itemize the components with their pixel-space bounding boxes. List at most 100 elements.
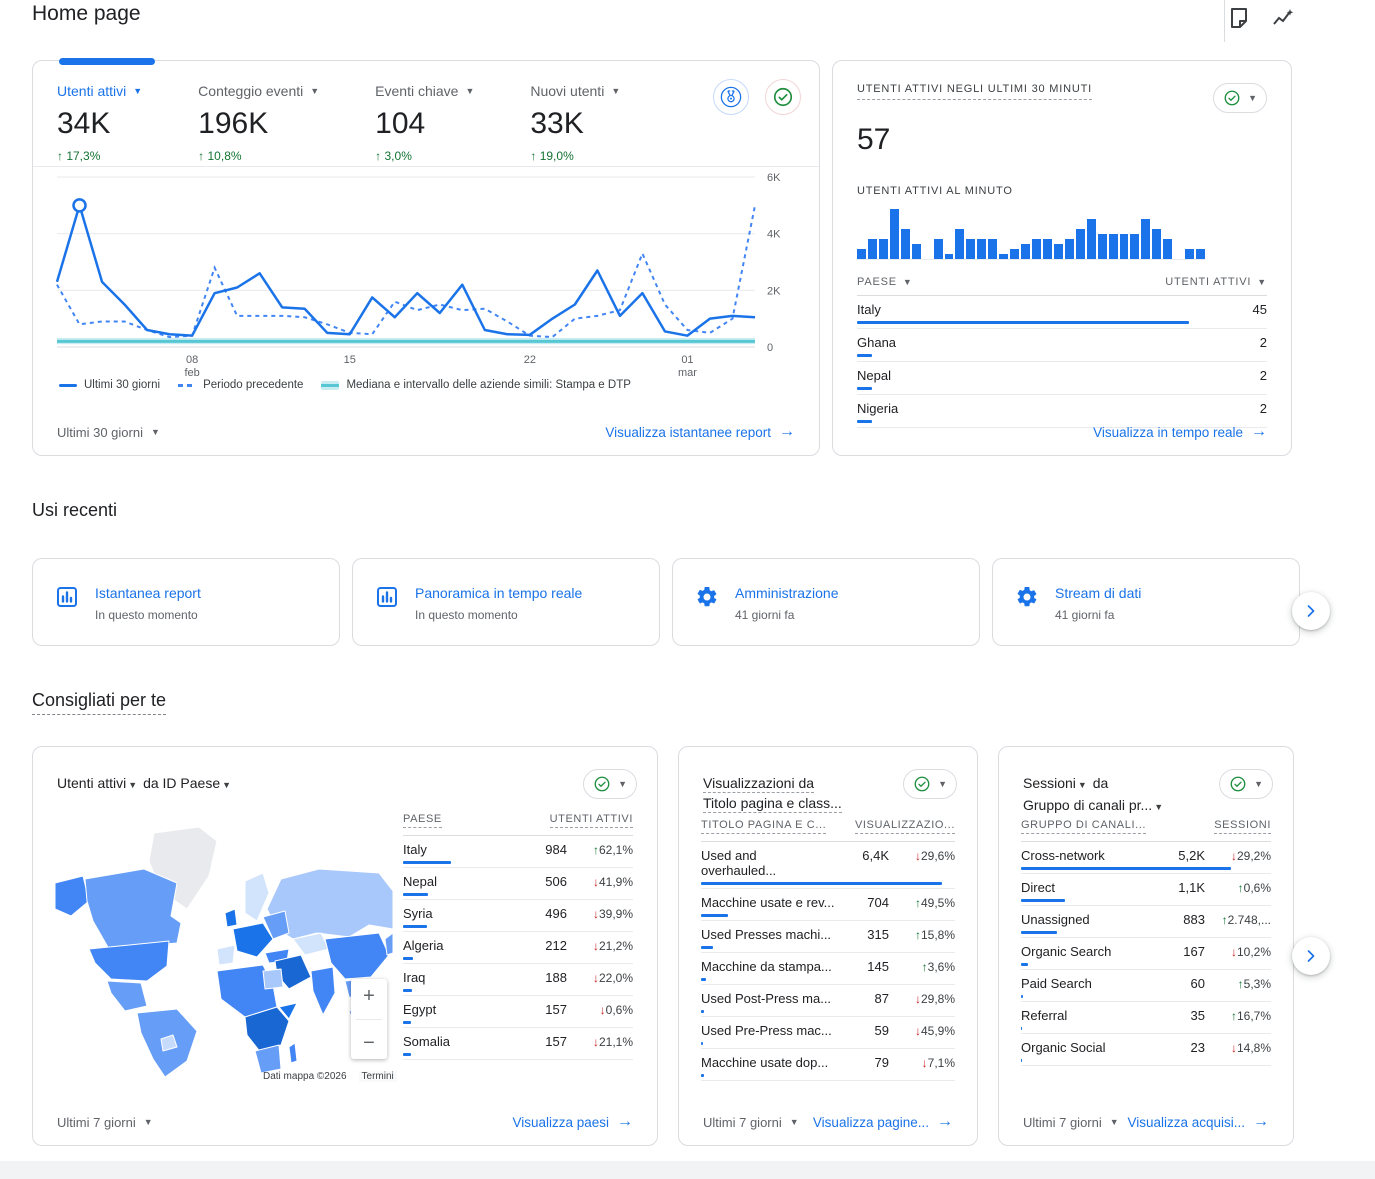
minute-bar xyxy=(1119,234,1129,259)
recent-card[interactable]: Panoramica in tempo reale In questo momen… xyxy=(352,558,660,646)
card-title[interactable]: Sessioni ▼ da Gruppo di canali pr... ▼ xyxy=(1023,775,1164,813)
selected-metric-indicator xyxy=(59,58,155,65)
minute-bar xyxy=(1163,239,1173,259)
minute-bar xyxy=(1021,244,1030,259)
svg-text:4K: 4K xyxy=(767,229,781,241)
metric-tab[interactable]: Eventi chiave ▼ 104 ↑ 3,0% xyxy=(375,83,475,163)
overview-card-actions xyxy=(713,79,801,115)
column-header-channel-group[interactable]: GRUPPO DI CANALI... xyxy=(1021,819,1147,834)
benchmarking-icon[interactable] xyxy=(713,79,749,115)
table-row[interactable]: Cross-network 5,2K ↓29,2% xyxy=(1021,842,1271,874)
table-row[interactable]: Nigeria 2 xyxy=(857,395,1267,428)
data-quality-pill[interactable]: ▼ xyxy=(583,769,637,799)
metric-tab[interactable]: Utenti attivi ▼ 34K ↑ 17,3% xyxy=(57,83,143,163)
table-row[interactable]: Italy 984 ↑62,1% xyxy=(403,836,633,868)
recent-scroll-next-button[interactable] xyxy=(1292,592,1330,630)
minute-bar xyxy=(966,239,976,259)
metric-tab[interactable]: Conteggio eventi ▼ 196K ↑ 10,8% xyxy=(198,83,320,163)
zoom-out-button[interactable]: − xyxy=(363,1031,375,1054)
header-divider xyxy=(1224,0,1225,42)
per-minute-bar-chart xyxy=(857,209,1205,260)
minute-bar xyxy=(1042,239,1052,259)
table-row[interactable]: Italy 45 xyxy=(857,296,1267,329)
chart-legend: Ultimi 30 giorni Periodo precedente Median… xyxy=(59,379,631,391)
data-quality-pill[interactable]: ▼ xyxy=(1213,83,1267,113)
table-row[interactable]: Direct 1,1K ↑0,6% xyxy=(1021,874,1271,906)
table-row[interactable]: Unassigned 883 ↑2.748,... xyxy=(1021,906,1271,938)
column-header-page-title[interactable]: TITOLO PAGINA E C... xyxy=(701,819,827,834)
recent-card[interactable]: Stream di dati 41 giorni fa xyxy=(992,558,1300,646)
card-title[interactable]: Visualizzazioni da Titolo pagina e class… xyxy=(703,775,842,813)
page-title: Home page xyxy=(32,2,141,25)
chevron-down-icon: ▼ xyxy=(222,780,232,790)
table-row[interactable]: Organic Social 23 ↓14,8% xyxy=(1021,1034,1271,1066)
chevron-down-icon: ▼ xyxy=(1254,779,1263,789)
table-row[interactable]: Macchine usate dop... 79 ↓7,1% xyxy=(701,1049,955,1081)
view-realtime-link[interactable]: Visualizza in tempo reale → xyxy=(1093,423,1267,440)
arrow-right-icon: → xyxy=(937,1113,953,1130)
map-terms-link[interactable]: Termini xyxy=(358,1071,397,1082)
chevron-down-icon: ▼ xyxy=(1154,802,1164,812)
data-quality-pill[interactable]: ▼ xyxy=(1219,769,1273,799)
svg-text:6K: 6K xyxy=(767,172,781,184)
table-row[interactable]: Organic Search 167 ↓10,2% xyxy=(1021,938,1271,970)
chevron-down-icon: ▼ xyxy=(150,427,160,437)
table-row[interactable]: Iraq 188 ↓22,0% xyxy=(403,964,633,996)
view-pages-link[interactable]: Visualizza pagine... → xyxy=(812,1113,953,1130)
table-row[interactable]: Macchine da stampa... 145 ↑3,6% xyxy=(701,953,955,985)
date-range-select[interactable]: Ultimi 7 giorni ▼ xyxy=(1023,1114,1119,1130)
card-title[interactable]: Utenti attivi ▼ da ID Paese ▼ xyxy=(57,775,232,791)
world-map[interactable] xyxy=(49,821,394,1079)
table-row[interactable]: Syria 496 ↓39,9% xyxy=(403,900,633,932)
recent-card[interactable]: Amministrazione 41 giorni fa xyxy=(672,558,980,646)
zoom-in-button[interactable]: + xyxy=(363,984,375,1007)
column-header-country[interactable]: PAESE ▼ xyxy=(857,276,913,288)
check-circle-icon xyxy=(1224,90,1240,106)
table-row[interactable]: Used Post-Press ma... 87 ↓29,8% xyxy=(701,985,955,1017)
view-snapshot-link[interactable]: Visualizza istantanee report → xyxy=(605,423,795,440)
date-range-select[interactable]: Ultimi 7 giorni ▼ xyxy=(703,1114,799,1130)
view-countries-link[interactable]: Visualizza paesi → xyxy=(512,1113,633,1130)
note-icon[interactable] xyxy=(1227,6,1251,30)
minute-bar xyxy=(857,249,866,259)
table-row[interactable]: Ghana 2 xyxy=(857,329,1267,362)
bar-chart-icon xyxy=(375,585,399,609)
recent-card[interactable]: Istantanea report In questo momento xyxy=(32,558,340,646)
channels-table: GRUPPO DI CANALI... SESSIONI Cross-netwo… xyxy=(1021,819,1271,1066)
table-row[interactable]: Nepal 2 xyxy=(857,362,1267,395)
table-row[interactable]: Referral 35 ↑16,7% xyxy=(1021,1002,1271,1034)
table-row[interactable]: Macchine usate e rev... 704 ↑49,5% xyxy=(701,889,955,921)
table-row[interactable]: Algeria 212 ↓21,2% xyxy=(403,932,633,964)
column-header-country[interactable]: PAESE xyxy=(403,813,442,828)
table-row[interactable]: Paid Search 60 ↑5,3% xyxy=(1021,970,1271,1002)
insights-icon[interactable] xyxy=(1271,6,1295,30)
table-row[interactable]: Used Pre-Press mac... 59 ↓45,9% xyxy=(701,1017,955,1049)
date-range-select[interactable]: Ultimi 30 giorni ▼ xyxy=(57,424,160,440)
minute-bar xyxy=(1086,219,1096,259)
suggested-scroll-next-button[interactable] xyxy=(1292,937,1330,975)
realtime-country-table: PAESE ▼ UTENTI ATTIVI ▼ Italy 45 Ghana 2 Nepal… xyxy=(857,276,1267,428)
column-header-active-users[interactable]: UTENTI ATTIVI xyxy=(549,813,633,828)
chevron-down-icon: ▼ xyxy=(938,779,947,789)
column-header-active-users[interactable]: UTENTI ATTIVI ▼ xyxy=(1165,276,1267,288)
arrow-right-icon: → xyxy=(617,1113,633,1130)
column-header-sessions[interactable]: SESSIONI xyxy=(1214,819,1271,834)
metric-tab[interactable]: Nuovi utenti ▼ 33K ↑ 19,0% xyxy=(530,83,621,163)
table-row[interactable]: Used and overhauled... 6,4K ↓29,6% xyxy=(701,842,955,889)
table-row[interactable]: Nepal 506 ↓41,9% xyxy=(403,868,633,900)
data-quality-check-icon[interactable] xyxy=(765,79,801,115)
table-row[interactable]: Used Presses machi... 315 ↑15,8% xyxy=(701,921,955,953)
column-header-views[interactable]: VISUALIZZAZIO... xyxy=(854,819,955,834)
table-row[interactable]: Egypt 157 ↓0,6% xyxy=(403,996,633,1028)
table-row[interactable]: Somalia 157 ↓21,1% xyxy=(403,1028,633,1060)
view-acquisition-link[interactable]: Visualizza acquisi... → xyxy=(1127,1113,1269,1130)
minute-bar xyxy=(1097,234,1107,259)
date-range-select[interactable]: Ultimi 7 giorni ▼ xyxy=(57,1114,153,1130)
minute-bar xyxy=(1108,234,1118,259)
recent-card-subtitle: In questo momento xyxy=(95,608,198,622)
minute-bar xyxy=(1010,249,1020,259)
data-quality-pill[interactable]: ▼ xyxy=(903,769,957,799)
minute-bar xyxy=(1185,249,1195,259)
per-minute-label: UTENTI ATTIVI AL MINUTO xyxy=(857,185,1013,197)
